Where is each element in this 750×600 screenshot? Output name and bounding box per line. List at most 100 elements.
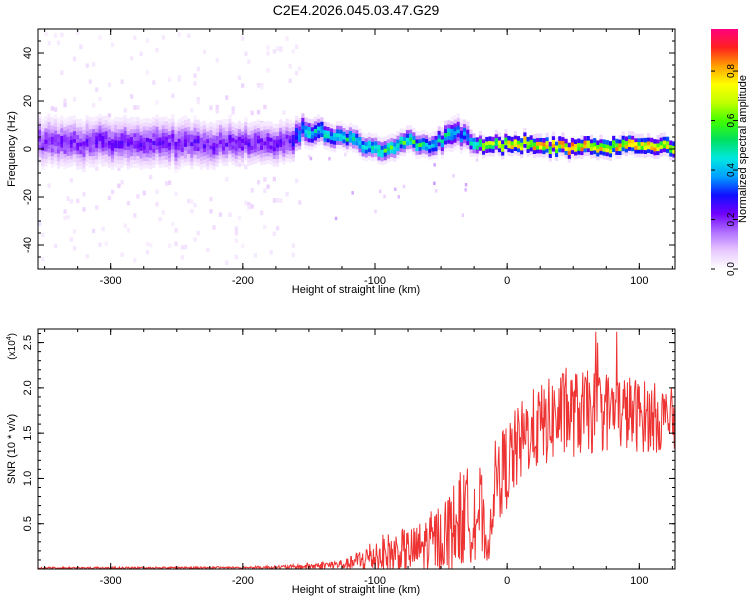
spectrogram-cell-1087 <box>263 104 267 110</box>
spectrogram-cell-569 <box>149 122 153 128</box>
spectrogram-cell-1241 <box>298 141 302 146</box>
spectrogram-cell-996 <box>241 134 245 139</box>
spectrogram-cell-1555 <box>437 149 441 154</box>
spectrogram-cell-1922 <box>634 152 638 158</box>
spectrogram-cell-739 <box>183 123 188 128</box>
spectrogram-cell-229 <box>82 148 86 153</box>
spectrogram-cell-1199 <box>288 63 292 69</box>
spectrogram-cell-1409 <box>371 152 375 158</box>
spectrogram-cell-496 <box>136 155 140 160</box>
spectrogram-cell-1314 <box>326 130 330 135</box>
spectrogram-cell-1330 <box>333 124 337 130</box>
spectrogram-cell-329 <box>101 123 105 129</box>
spectrogram-cell-385 <box>114 143 118 149</box>
spectrogram-cell-82 <box>53 149 58 154</box>
spectrogram-cell-1482 <box>402 136 406 141</box>
spectrogram-cell-1544 <box>431 143 435 148</box>
spectrogram-cell-900 <box>218 124 222 129</box>
spectrogram-cell-1965 <box>656 138 660 144</box>
spectrogram-cell-858 <box>209 133 213 138</box>
spectrogram-cell-1121 <box>269 148 273 154</box>
spectrogram-cell-931 <box>228 114 232 119</box>
spectrogram-cell-375 <box>111 130 115 136</box>
spectrogram-cell-589 <box>155 160 159 166</box>
spectrogram-cell-2006 <box>452 174 455 178</box>
spectrogram-cell-304 <box>98 159 102 165</box>
spectrogram-cell-1065 <box>256 135 261 140</box>
spectrogram-cell-401 <box>117 143 121 149</box>
spectrogram-cell-521 <box>139 119 143 124</box>
x-tick-label-0: -300 <box>100 275 122 287</box>
spectrogram-cell-744 <box>187 160 191 166</box>
spectrogram-cell-1376 <box>355 137 359 142</box>
spectrogram-cell-1978 <box>662 132 666 137</box>
spectrogram-cell-1426 <box>377 144 381 149</box>
spectrogram-cell-507 <box>139 51 143 57</box>
spectrogram-cell-1444 <box>386 154 391 159</box>
spectrogram-cell-921 <box>225 149 229 155</box>
spectrogram-cell-1266 <box>307 137 311 143</box>
spectrogram-cell-707 <box>177 130 181 135</box>
spectrogram-cell-1917 <box>631 146 635 152</box>
spectrogram-cell-662 <box>168 118 172 124</box>
spectrogram-cell-612 <box>158 132 162 138</box>
spectrogram-cell-10 <box>38 125 42 130</box>
spectrogram-cell-1943 <box>643 141 647 147</box>
spectrogram-cell-1967 <box>659 152 663 157</box>
spectrogram-cell-1862 <box>599 153 603 159</box>
spectrogram-cell-1491 <box>405 125 410 131</box>
spectrogram-cell-1055 <box>253 121 257 126</box>
spectrogram-cell-402 <box>117 140 121 145</box>
spectrogram-cell-1861 <box>596 140 600 145</box>
spectrogram-cell-1345 <box>342 146 346 151</box>
spectrogram-cell-211 <box>79 153 83 158</box>
spectrogram-cell-1817 <box>570 145 575 151</box>
spectrogram-cell-845 <box>206 123 210 128</box>
spectrogram-cell-624 <box>161 143 165 149</box>
spectrogram-cell-146 <box>66 147 70 153</box>
spectrogram-cell-1928 <box>637 152 641 158</box>
spectrogram-cell-1949 <box>647 136 651 142</box>
spectrogram-cell-1749 <box>532 149 536 154</box>
spectrogram-cell-262 <box>88 136 92 141</box>
spectrogram-cell-1203 <box>288 150 292 155</box>
spectrogram-cell-863 <box>212 165 216 170</box>
spectrogram-cell-1559 <box>437 134 441 139</box>
spectrogram-cell-1498 <box>409 125 413 130</box>
spectrogram-cell-1467 <box>396 142 400 148</box>
spectrogram-cell-150 <box>66 132 70 137</box>
spectrogram-cell-1046 <box>253 155 257 161</box>
spectrogram-cell-656 <box>168 141 172 147</box>
spectrogram-cell-1845 <box>586 136 590 141</box>
spectrogram-cell-1822 <box>574 147 578 152</box>
snr-frame <box>37 328 676 570</box>
spectrogram-cell-925 <box>225 134 229 139</box>
spectrogram-cell-645 <box>164 120 169 126</box>
x-tick-label-2: -100 <box>364 275 386 287</box>
spectrogram-cell-580 <box>152 132 156 138</box>
spectrogram-cell-933 <box>228 153 232 159</box>
spectrogram-cell-369 <box>111 153 115 159</box>
spectrogram-cell-289 <box>95 154 99 160</box>
spectrogram-cell-1100 <box>263 121 267 127</box>
spectrogram-cell-796 <box>196 146 200 152</box>
spectrogram-cell-1255 <box>301 113 305 118</box>
spectrogram-cell-895 <box>218 143 222 148</box>
spectrogram-cell-23 <box>41 138 45 143</box>
spectrogram-cell-84 <box>53 141 58 147</box>
spectrogram-cell-1656 <box>478 146 483 151</box>
spectrogram-cell-442 <box>126 200 131 206</box>
spectrogram-cell-1027 <box>247 126 251 132</box>
spectrogram-cell-319 <box>101 162 105 167</box>
spectrogram-cell-88 <box>53 126 58 131</box>
spectrogram-cell-1184 <box>282 121 286 127</box>
spectrogram-cell-1540 <box>428 132 432 138</box>
spectrogram-cell-593 <box>155 145 159 150</box>
spectrogram-cell-462 <box>130 159 134 164</box>
spectrogram-cell-766 <box>190 137 194 143</box>
spectrogram-cell-536 <box>142 118 146 123</box>
spectrogram-cell-1721 <box>513 131 517 136</box>
spectrogram-cell-613 <box>158 129 162 134</box>
spectrogram-cell-160 <box>69 154 73 160</box>
spectrogram-cell-749 <box>187 141 191 147</box>
